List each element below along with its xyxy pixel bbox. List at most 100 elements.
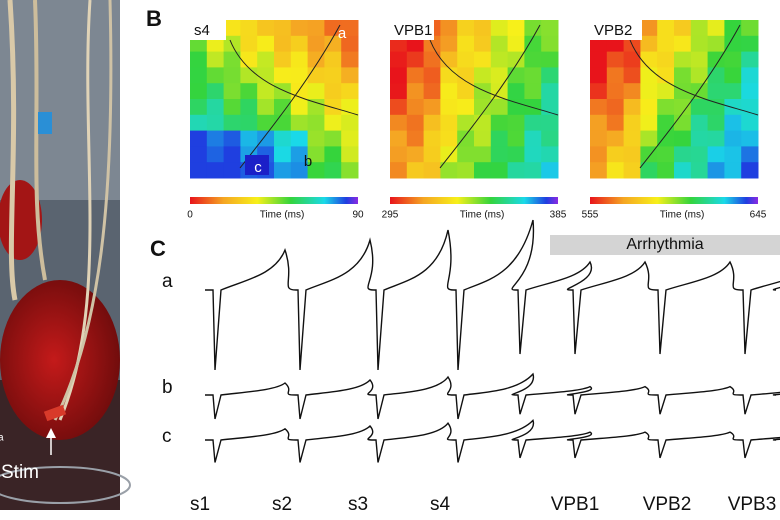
map-cell (406, 130, 425, 147)
map-cell (240, 51, 258, 68)
map-cell (307, 83, 325, 100)
map-cell (640, 67, 658, 84)
map-cell (206, 114, 225, 132)
map-cell (707, 67, 725, 84)
colorbar-min: 0 (187, 210, 193, 221)
map-cell (257, 99, 275, 116)
map-cell (606, 162, 625, 179)
map-cell (507, 114, 525, 132)
map-cell (657, 114, 675, 132)
map-cell (724, 35, 742, 53)
map-cell (240, 20, 258, 37)
map-cell (541, 20, 559, 37)
map-cell (324, 67, 342, 84)
map-cell (341, 114, 359, 132)
map-cell (423, 51, 441, 68)
map-cell (474, 35, 492, 53)
panel-label: C (150, 236, 166, 261)
map-cell (474, 99, 492, 116)
map-cell (290, 51, 309, 68)
map-cell (541, 162, 559, 179)
map-cell (457, 130, 475, 147)
map-cell (741, 35, 759, 53)
map-cell (307, 130, 325, 147)
map-cell (257, 35, 275, 53)
map-cell (541, 83, 559, 100)
map-cell (606, 130, 625, 147)
beat-label: s3 (348, 494, 368, 515)
map-cell (507, 83, 525, 100)
map-cell (490, 20, 509, 37)
map-cell (206, 67, 225, 84)
map-cell (307, 99, 325, 116)
map-cell (623, 99, 641, 116)
map-cell (240, 114, 258, 132)
map-cell (440, 67, 458, 84)
map-cell (707, 51, 725, 68)
ecg-trace (205, 372, 780, 420)
map-cell (724, 146, 742, 163)
beat-label: VPB3 (728, 494, 777, 515)
map-cell (674, 35, 692, 53)
map-cell (190, 83, 208, 100)
photo (0, 0, 131, 510)
map-title: VPB2 (594, 22, 632, 39)
map-cell (724, 114, 742, 132)
map-cell (423, 67, 441, 84)
map-cell (674, 83, 692, 100)
map-cell (474, 114, 492, 132)
map-cell (674, 51, 692, 68)
map-cell (690, 99, 709, 116)
map-cell (674, 20, 692, 37)
map-cell (707, 130, 725, 147)
map-cell (406, 114, 425, 132)
map-cell (674, 162, 692, 179)
colorbar-label: Time (ms) (260, 210, 305, 221)
map-cell (741, 20, 759, 37)
map-cell (341, 20, 359, 37)
map-cell (674, 114, 692, 132)
map-cell (474, 130, 492, 147)
map-cell (507, 146, 525, 163)
map-cell (507, 162, 525, 179)
map-cell (341, 162, 359, 179)
map-cell (623, 83, 641, 100)
map-cell (274, 114, 292, 132)
map-cell (307, 51, 325, 68)
map-cell (606, 67, 625, 84)
map-cell (190, 51, 208, 68)
map-cell (490, 35, 509, 53)
map-cell (524, 67, 542, 84)
map-cell (223, 114, 241, 132)
map-cell (274, 67, 292, 84)
map-cell (423, 162, 441, 179)
map-cell (457, 162, 475, 179)
beat-label: s4 (430, 494, 451, 515)
map-cell (440, 51, 458, 68)
map-cell (274, 146, 292, 163)
map-cell (524, 83, 542, 100)
map-cell (490, 146, 509, 163)
map-cell (406, 83, 425, 100)
map-cell (590, 83, 608, 100)
map-cell (640, 99, 658, 116)
map-cell (440, 20, 458, 37)
map-annotation: b (304, 153, 312, 170)
map-cell (406, 51, 425, 68)
map-cell (274, 35, 292, 53)
map-cell (724, 51, 742, 68)
map-cell (206, 162, 225, 179)
isochrone (429, 39, 559, 116)
map-cell (707, 35, 725, 53)
map-cell (190, 146, 208, 163)
map-cell (307, 67, 325, 84)
map-cell (606, 146, 625, 163)
map-cell (274, 51, 292, 68)
map-cell (423, 130, 441, 147)
map-cell (324, 83, 342, 100)
map-cell (324, 130, 342, 147)
map-cell (223, 146, 241, 163)
map-cell (690, 114, 709, 132)
map-cell (524, 130, 542, 147)
map-cell (423, 146, 441, 163)
